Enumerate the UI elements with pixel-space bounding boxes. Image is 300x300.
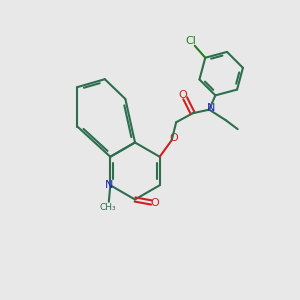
Text: CH₃: CH₃	[99, 203, 116, 212]
Text: O: O	[178, 90, 187, 100]
Text: N: N	[207, 103, 215, 113]
Text: Cl: Cl	[185, 36, 196, 46]
Text: O: O	[169, 133, 178, 143]
Text: N: N	[105, 180, 113, 190]
Text: O: O	[151, 197, 160, 208]
